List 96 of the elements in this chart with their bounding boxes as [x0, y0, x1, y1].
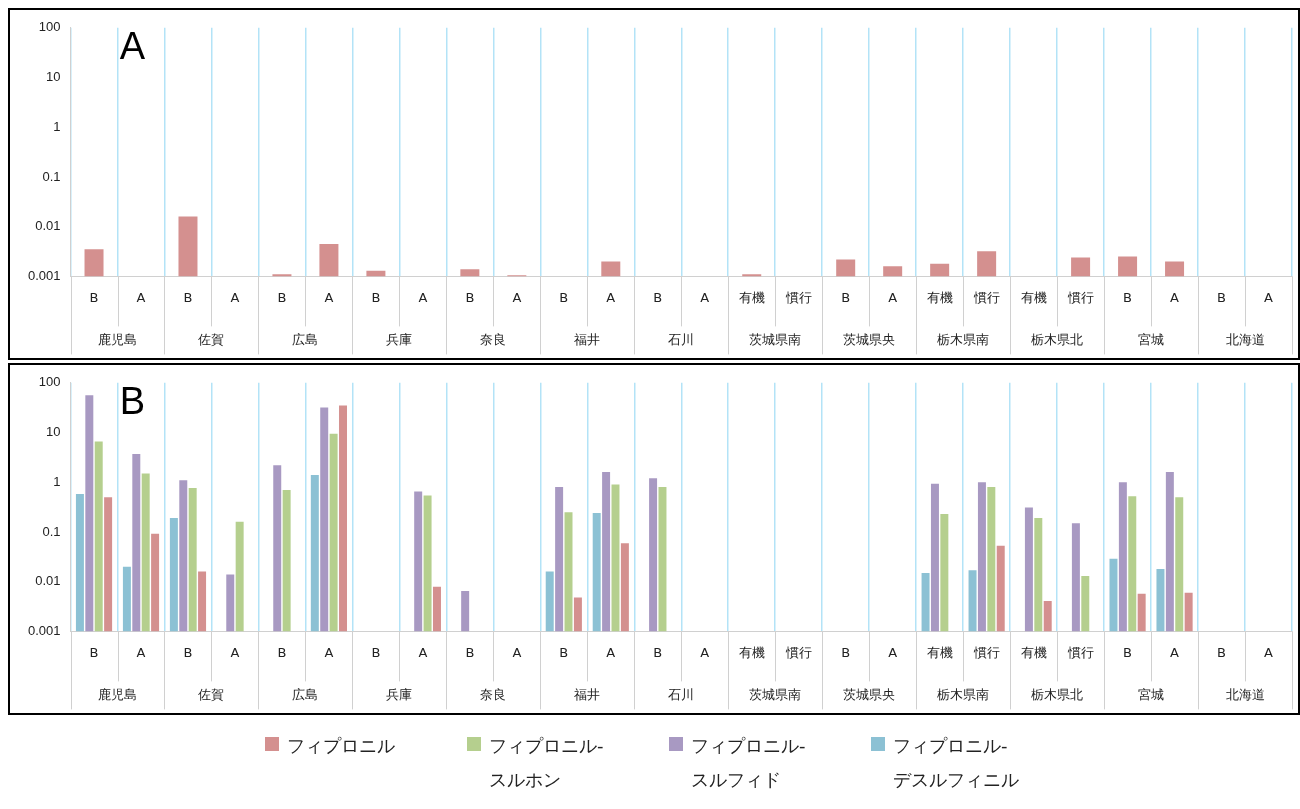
text: 兵庫: [386, 686, 413, 702]
x-tick-label: 有機: [926, 644, 953, 660]
x-tick-label: 慣行: [972, 644, 1000, 660]
x-tick-label: 有機: [738, 289, 765, 305]
legend-label: フィプロニル-スルホン: [489, 734, 605, 792]
x-tick-label: B: [653, 644, 663, 660]
text: 佐賀: [198, 686, 225, 702]
text: 鹿児島: [98, 331, 138, 347]
x-tick-label: 慣行: [972, 289, 1000, 305]
legend-label: フィプロニル: [287, 734, 396, 758]
text: 栃木県南: [937, 686, 990, 702]
y-tick-label: 0.01: [35, 218, 61, 234]
x-tick-label: A: [1264, 644, 1274, 660]
text: 奈良: [480, 686, 507, 702]
x-tick-label: A: [418, 289, 428, 305]
x-tick-label: B: [1123, 644, 1133, 660]
x-tick-label: B: [371, 644, 381, 660]
text: 宮城: [1138, 331, 1165, 347]
x-tick-label: A: [230, 289, 240, 305]
x-tick-label: B: [183, 644, 193, 660]
text: 広島: [292, 331, 319, 347]
x-tick-label: A: [1264, 289, 1274, 305]
x-tick-label: B: [371, 289, 381, 305]
x-tick-label: B: [89, 644, 99, 660]
text: 石川: [668, 686, 695, 702]
x-tick-label: A: [136, 644, 146, 660]
y-tick-label: 100: [38, 374, 61, 390]
x-tick-label: A: [230, 644, 240, 660]
x-tick-label: B: [1123, 289, 1133, 305]
x-tick-label: B: [559, 644, 569, 660]
x-tick-label: B: [183, 289, 193, 305]
y-tick-label: 1: [53, 473, 61, 489]
x-tick-label: B: [277, 289, 287, 305]
text: 鹿児島: [98, 686, 138, 702]
text: 石川: [668, 331, 695, 347]
x-tick-label: A: [700, 644, 710, 660]
text: 栃木県南: [937, 331, 990, 347]
legend-label: フィプロニル-デスルフィニル: [893, 734, 1020, 792]
x-tick-label: B: [841, 289, 851, 305]
x-tick-label: 慣行: [1066, 289, 1094, 305]
text: 茨城県南: [749, 686, 802, 702]
x-tick-label: 慣行: [784, 644, 812, 660]
x-tick-label: A: [324, 289, 334, 305]
x-tick-label: A: [512, 289, 522, 305]
y-tick-label: 0.001: [27, 622, 61, 638]
x-tick-label: A: [1170, 644, 1180, 660]
chart-title: B: [119, 380, 146, 423]
text: 広島: [292, 686, 319, 702]
y-tick-label: 100: [38, 19, 61, 35]
text: 栃木県北: [1031, 686, 1084, 702]
text: 北海道: [1225, 331, 1265, 347]
x-tick-label: A: [888, 289, 898, 305]
text: 茨城県南: [749, 331, 802, 347]
x-tick-label: B: [89, 289, 99, 305]
text: 奈良: [480, 331, 507, 347]
text: 佐賀: [198, 331, 225, 347]
x-tick-label: 有機: [1020, 289, 1047, 305]
x-tick-label: 慣行: [1066, 644, 1094, 660]
y-tick-label: 10: [46, 424, 61, 440]
x-tick-label: A: [888, 644, 898, 660]
x-tick-label: B: [559, 289, 569, 305]
x-tick-label: 有機: [926, 289, 953, 305]
y-tick-label: 0.1: [42, 523, 61, 539]
x-tick-label: A: [512, 644, 522, 660]
x-tick-label: A: [700, 289, 710, 305]
text: 北海道: [1225, 686, 1265, 702]
text: 兵庫: [386, 331, 413, 347]
x-tick-label: A: [606, 644, 616, 660]
x-tick-label: A: [136, 289, 146, 305]
x-tick-label: B: [277, 644, 287, 660]
y-tick-label: 10: [46, 69, 61, 85]
x-tick-label: B: [465, 644, 475, 660]
x-tick-label: B: [1217, 644, 1226, 660]
x-tick-label: A: [324, 644, 334, 660]
x-tick-label: 有機: [1020, 644, 1047, 660]
text: 茨城県央: [843, 331, 896, 347]
text: 茨城県央: [843, 686, 896, 702]
x-tick-label: B: [465, 289, 475, 305]
text: 宮城: [1138, 686, 1165, 702]
y-tick-label: 1: [53, 118, 61, 134]
x-tick-label: B: [841, 644, 851, 660]
x-tick-label: B: [1217, 289, 1226, 305]
text: 福井: [574, 686, 601, 702]
x-tick-label: 慣行: [784, 289, 812, 305]
x-tick-label: A: [418, 644, 428, 660]
text: 福井: [574, 331, 601, 347]
x-tick-label: A: [606, 289, 616, 305]
legend-label: フィプロニル-スルフィド: [691, 734, 807, 792]
y-tick-label: 0.1: [42, 168, 61, 184]
x-tick-label: A: [1170, 289, 1180, 305]
text: 栃木県北: [1031, 331, 1084, 347]
x-tick-label: 有機: [738, 644, 765, 660]
y-tick-label: 0.001: [27, 267, 61, 283]
x-tick-label: B: [653, 289, 663, 305]
chart-title: A: [119, 25, 146, 68]
y-tick-label: 0.01: [35, 573, 61, 589]
